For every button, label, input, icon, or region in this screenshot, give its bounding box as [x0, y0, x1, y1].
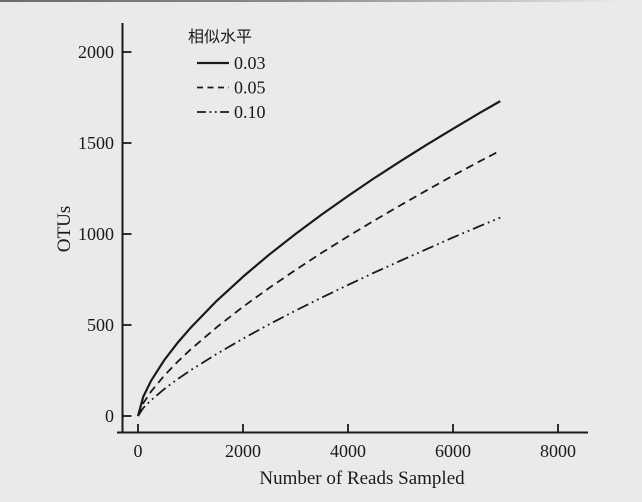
y-tick-label: 500: [87, 315, 114, 335]
curve-0.03: [136, 100, 501, 417]
legend-title: 相似水平: [188, 28, 252, 46]
x-tick-label: 0: [134, 441, 143, 461]
x-tick-label: 2000: [225, 441, 261, 461]
legend-entry-label: 0.10: [234, 102, 266, 122]
axes-layer: [117, 23, 588, 434]
scan-edge-artifact: [0, 0, 642, 2]
x-axis-title: Number of Reads Sampled: [259, 468, 465, 489]
legend-entry-label: 0.05: [234, 78, 266, 98]
x-tick-label: 4000: [330, 441, 366, 461]
x-tick-label: 8000: [540, 441, 576, 461]
y-tick-label: 2000: [78, 42, 114, 62]
x-tick-label: 6000: [435, 441, 471, 461]
curve-0.10: [137, 216, 501, 417]
y-tick-label: 0: [105, 406, 114, 426]
y-axis-title: OTUs: [54, 206, 75, 252]
ticks-layer: 0 2000 4000 6000 8000 0 500 1000 1500 2000: [78, 42, 576, 461]
curves-layer: [136, 100, 501, 417]
y-tick-label: 1000: [78, 224, 114, 244]
legend-entry-label: 0.03: [234, 53, 266, 73]
y-tick-label: 1500: [78, 133, 114, 153]
legend: 0.03 0.05 0.10: [197, 53, 266, 122]
curve-0.05: [137, 149, 501, 417]
